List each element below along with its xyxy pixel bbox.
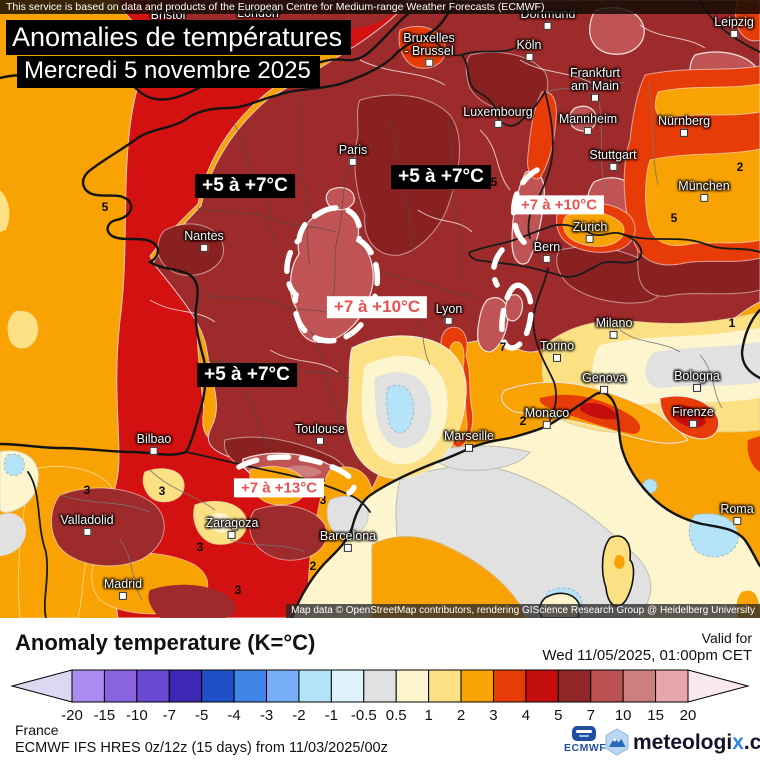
contour-value-label: 2 [519, 414, 527, 428]
legend-color-step [363, 669, 397, 703]
legend-tick-label: -10 [126, 707, 148, 724]
anomaly-range-annotation: +5 à +7°C [197, 363, 297, 387]
legend-color-step [622, 669, 657, 703]
contour-value-label: 1 [728, 316, 736, 330]
legend-tick-label: -2 [292, 707, 305, 724]
legend-color-step [492, 669, 527, 703]
legend-color-step [168, 669, 203, 703]
legend-tick-label: -1 [325, 707, 338, 724]
contour-value-label: 3 [319, 493, 327, 507]
valid-for-value: Wed 11/05/2025, 01:00pm CET [542, 647, 752, 664]
meteologix-logo-text: meteologix.com [633, 730, 760, 754]
ecmwf-logo-text: ECMWF [564, 742, 607, 754]
contour-value-label: 5 [670, 211, 678, 225]
legend-tick-label: 15 [647, 707, 664, 724]
legend-color-step [330, 669, 365, 703]
legend-tick-label: 1 [424, 707, 432, 724]
valid-for-label: Valid for [701, 630, 752, 646]
anomaly-map-image [0, 0, 760, 618]
legend-color-step [428, 669, 462, 703]
legend-tick-label: -0.5 [351, 707, 377, 724]
map-attribution: Map data © OpenStreetMap contributors, r… [286, 604, 760, 618]
ecmwf-logo[interactable]: ECMWF [564, 726, 607, 754]
legend-color-step [233, 669, 268, 703]
legend-panel: Anomaly temperature (K=°C) Valid for Wed… [0, 618, 760, 760]
page-title: Anomalies de températures [6, 20, 352, 56]
contour-value-label: 3 [196, 540, 204, 554]
forecast-date: Mercredi 5 novembre 2025 [17, 56, 320, 88]
map-area: 55527217333332 BristolLondonBruxelles - … [0, 0, 760, 618]
legend-color-step [655, 669, 689, 703]
anomaly-range-annotation: +7 à +10°C [326, 296, 428, 318]
legend-color-step [136, 669, 170, 703]
service-notice-bar: This service is based on data and produc… [0, 0, 760, 14]
model-info: ECMWF IFS HRES 0z/12z (15 days) from 11/… [15, 740, 388, 756]
legend-color-step [525, 669, 559, 703]
anomaly-range-annotation: +7 à +13°C [233, 478, 325, 498]
anomaly-range-annotation: +5 à +7°C [391, 165, 491, 189]
contour-value-label: 2 [309, 559, 317, 573]
contour-value-label: 7 [499, 340, 507, 354]
legend-tick-label: 4 [522, 707, 530, 724]
ecmwf-logo-icon [572, 726, 596, 741]
legend-tick-label: -15 [94, 707, 116, 724]
meteologix-logo-icon [605, 728, 629, 756]
legend-tick-label: 0.5 [386, 707, 407, 724]
legend-color-step [460, 669, 494, 703]
region-name: France [15, 722, 59, 738]
contour-value-label: 3 [234, 583, 242, 597]
legend-tick-label: -3 [260, 707, 273, 724]
contour-value-label: 3 [83, 483, 91, 497]
legend-tick-label: -20 [61, 707, 83, 724]
contour-value-label: 3 [158, 484, 166, 498]
legend-tick-label: -5 [195, 707, 208, 724]
legend-color-step [298, 669, 332, 703]
legend-tick-label: -4 [227, 707, 240, 724]
legend-color-step [557, 669, 592, 703]
legend-title: Anomaly temperature (K=°C) [15, 630, 316, 655]
anomaly-range-annotation: +7 à +10°C [513, 195, 605, 215]
legend-color-step [71, 669, 105, 703]
legend-color-step [201, 669, 235, 703]
contour-value-label: 5 [490, 175, 498, 189]
legend-tick-label: 7 [587, 707, 595, 724]
legend-tick-label: 20 [680, 707, 697, 724]
anomaly-range-annotation: +5 à +7°C [195, 174, 295, 198]
legend-color-step [395, 669, 430, 703]
legend-color-step [266, 669, 300, 703]
legend-tick-label: 3 [489, 707, 497, 724]
legend-tick-label: 5 [554, 707, 562, 724]
legend-tick-label: -7 [163, 707, 176, 724]
legend-tick-label: 2 [457, 707, 465, 724]
legend-colorbar: -20 -15 -10 -7 -5 -4 -3 -2 -1 -0.5 0.5 1 2 3 4 5 7 10 15 20 [10, 668, 750, 726]
contour-value-label: 2 [736, 160, 744, 174]
valid-for-block: Valid for Wed 11/05/2025, 01:00pm CET [542, 630, 752, 664]
legend-color-step [103, 669, 138, 703]
legend-color-step [590, 669, 624, 703]
contour-value-label: 5 [101, 200, 109, 214]
meteologix-logo[interactable]: meteologix.com [604, 728, 760, 756]
legend-tick-label: 10 [615, 707, 632, 724]
